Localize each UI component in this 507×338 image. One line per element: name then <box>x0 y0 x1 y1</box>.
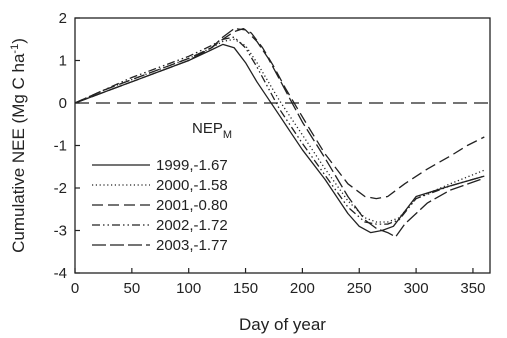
y-tick-label: -4 <box>54 265 67 282</box>
legend-label: 2001,-0.80 <box>156 197 228 214</box>
y-tick-label: -3 <box>54 223 67 240</box>
legend-title-sub: M <box>223 129 232 141</box>
legend-label: 2003,-1.77 <box>156 237 228 254</box>
x-axis-ticks: 0 50 100 150 200 250 300 350 <box>71 268 485 297</box>
y-tick-label: -1 <box>54 138 67 155</box>
x-tick-label: 50 <box>124 280 141 297</box>
x-tick-label: 350 <box>460 280 485 297</box>
y-axis-title: Cumulative NEE (Mg C ha-1) <box>9 38 28 253</box>
series-line-1999 <box>74 43 485 234</box>
plot-frame <box>74 17 491 274</box>
x-tick-label: 250 <box>347 280 372 297</box>
y-tick-label: 2 <box>59 10 67 27</box>
y-axis-title-main: Cumulative NEE (Mg C ha <box>9 53 28 253</box>
series-line-2000 <box>74 38 485 223</box>
legend-title-main: NEP <box>192 120 223 137</box>
series-line-2003 <box>74 27 485 238</box>
x-tick-label: 150 <box>233 280 258 297</box>
x-axis-title: Day of year <box>239 315 326 334</box>
series-lines <box>74 27 485 238</box>
x-tick-label: 200 <box>290 280 315 297</box>
x-tick-label: 100 <box>176 280 201 297</box>
y-tick-label: -2 <box>54 180 67 197</box>
x-tick-label: 300 <box>404 280 429 297</box>
y-axis-title-sup: -1 <box>9 44 21 54</box>
series-line-2002 <box>74 36 485 225</box>
legend-label: 2002,-1.72 <box>156 217 228 234</box>
legend-label: 1999,-1.67 <box>156 157 228 174</box>
y-tick-label: 0 <box>59 95 67 112</box>
legend: NEPM 1999,-1.67 2000,-1.58 2001,-0.80 2002,-… <box>92 120 232 254</box>
y-axis-ticks: -4 -3 -2 -1 0 1 2 <box>54 10 80 282</box>
x-tick-label: 0 <box>71 280 79 297</box>
y-tick-label: 1 <box>59 53 67 70</box>
plot-border <box>74 17 491 274</box>
legend-title: NEPM <box>192 120 232 141</box>
legend-label: 2000,-1.58 <box>156 177 228 194</box>
series-line-2001 <box>74 27 485 200</box>
y-axis-title-text: Cumulative NEE (Mg C ha-1) <box>9 38 28 253</box>
y-axis-title-end: ) <box>9 38 28 44</box>
